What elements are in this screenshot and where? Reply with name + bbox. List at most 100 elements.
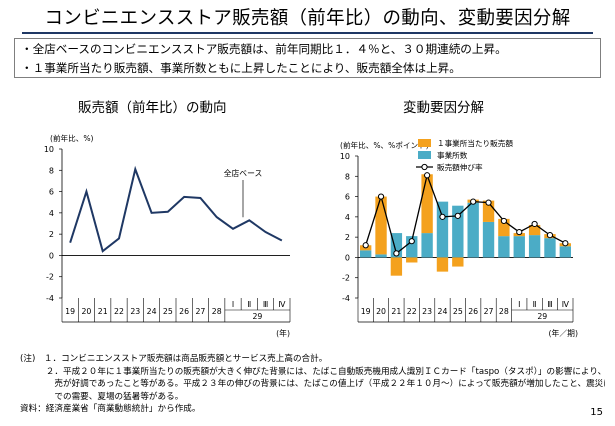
x-tick-label: Ⅰ	[518, 300, 520, 309]
line-point	[424, 172, 431, 179]
summary-line-2: ・１事業所当たり販売額、事業所数ともに上昇したことにより、販売額全体は上昇。	[21, 61, 461, 75]
x-axis-label: (年)	[276, 328, 290, 338]
x-tick-label: 21	[391, 307, 401, 316]
x-tick-label: 26	[468, 307, 478, 316]
x-tick-label: 20	[376, 307, 386, 316]
bar-segment	[559, 246, 572, 258]
x-tick-label: 27	[484, 307, 494, 316]
line-point	[531, 220, 538, 228]
y-tick-label: 10	[340, 152, 350, 161]
y-axis-label: (前年比、%、%ポイント)	[340, 140, 429, 150]
right-chart-title: 変動要因分解	[403, 100, 484, 116]
line-point	[393, 250, 400, 257]
x-tick-label: 25	[453, 307, 463, 316]
y-tick-label: 10	[44, 145, 54, 154]
y-tick-label: 2	[49, 230, 54, 239]
summary-line-1: ・全店ベースのコンビニエンスストア販売額は、前年同期比１．４％と、３０期連続の上…	[21, 42, 507, 56]
legend-swatch	[418, 139, 431, 147]
x-tick-label: 24	[147, 307, 157, 316]
y-tick-label: -2	[342, 274, 350, 283]
y-tick-label: 0	[49, 251, 54, 260]
y-tick-label: 4	[49, 209, 54, 218]
bar-segment	[513, 236, 525, 258]
line-point	[562, 240, 569, 247]
year-group-label: 29	[537, 312, 547, 321]
y-tick-label: 6	[49, 188, 54, 197]
y-tick-label: -4	[342, 294, 350, 303]
y-tick-label: 4	[345, 213, 350, 222]
page-number: 15	[590, 407, 603, 418]
y-tick-label: 2	[345, 233, 350, 242]
x-tick-label: Ⅱ	[533, 300, 537, 309]
legend-swatch	[418, 151, 431, 159]
x-tick-label: 23	[130, 307, 140, 316]
line-point	[516, 228, 523, 236]
bar-segment	[436, 201, 449, 258]
title-divider	[22, 32, 593, 34]
line-point	[470, 198, 477, 205]
bar-segment	[406, 257, 418, 263]
line-point	[546, 232, 554, 239]
bar-segment	[375, 196, 387, 255]
bar-segment	[467, 202, 479, 258]
legend-label: １事業所当たり販売額	[437, 138, 513, 148]
line-point	[362, 242, 369, 249]
line-point	[439, 213, 446, 220]
bar-segment	[436, 257, 449, 272]
bar-segment	[421, 174, 433, 234]
x-tick-label: 23	[422, 307, 432, 316]
legend-swatch	[421, 163, 428, 171]
bar-segment	[482, 200, 495, 222]
y-axis-label: (前年比、%)	[50, 133, 94, 143]
bar-segment	[359, 250, 372, 258]
bar-segment	[421, 233, 433, 258]
x-tick-label: Ⅰ	[232, 300, 234, 309]
bar-segment	[482, 221, 495, 258]
bar-segment	[544, 238, 556, 258]
year-group-label: 29	[252, 312, 262, 321]
y-tick-label: 8	[49, 166, 54, 175]
bar-segment	[498, 218, 510, 237]
line-point	[377, 193, 385, 200]
series-annotation: 全店ベース	[224, 168, 263, 178]
page-title: コンビニエンスストア販売額（前年比）の動向、変動要因分解	[44, 8, 571, 29]
y-tick-label: 6	[345, 193, 350, 202]
summary-box: ・全店ベースのコンビニエンスストア販売額は、前年同期比１．４％と、３０期連続の上…	[14, 38, 601, 78]
x-tick-label: 25	[163, 307, 173, 316]
series-line	[69, 165, 283, 253]
footnote-line: (注) １．コンビニエンスストア販売額は商品販売額とサービス売上高の合計。	[20, 354, 328, 364]
bar-segment	[528, 235, 541, 258]
x-tick-label: Ⅲ	[263, 300, 268, 309]
bar-segment	[390, 257, 403, 276]
y-tick-label: -4	[46, 294, 54, 303]
x-tick-label: 27	[195, 307, 205, 316]
bar-segment	[498, 236, 510, 258]
bar-segment	[452, 257, 464, 267]
x-tick-label: 24	[438, 307, 448, 316]
line-point	[500, 217, 507, 225]
line-point	[454, 212, 461, 219]
line-point	[485, 199, 492, 206]
x-tick-label: 28	[212, 307, 222, 316]
footnote-line: ２．平成２０年に１事業所当たりの販売額が大きく伸びた背景には、たばこ自動販売機用…	[20, 366, 605, 377]
x-tick-label: Ⅱ	[247, 300, 251, 309]
x-axis-label: (年／期)	[549, 328, 578, 338]
footnote-line: での需要、夏場の猛暑等がある。	[20, 391, 184, 402]
y-tick-label: 8	[345, 172, 350, 181]
x-tick-label: 22	[114, 307, 124, 316]
bar-segment	[452, 205, 464, 258]
legend-label: 事業所数	[437, 150, 468, 160]
x-tick-label: Ⅳ	[562, 300, 570, 309]
x-tick-label: 19	[65, 307, 75, 316]
footnote-line: 売が好調であったこと等がある。平成２３年の伸びの背景には、たばこの値上げ（平成２…	[20, 379, 605, 389]
x-tick-label: 19	[361, 307, 371, 316]
x-tick-label: 22	[407, 307, 417, 316]
left-chart-title: 販売額（前年比）の動向	[78, 100, 227, 116]
y-tick-label: 0	[345, 253, 350, 262]
x-tick-label: 28	[499, 307, 509, 316]
bar-segment	[390, 233, 403, 258]
bar-segment	[528, 224, 541, 236]
x-tick-label: Ⅳ	[278, 300, 286, 309]
